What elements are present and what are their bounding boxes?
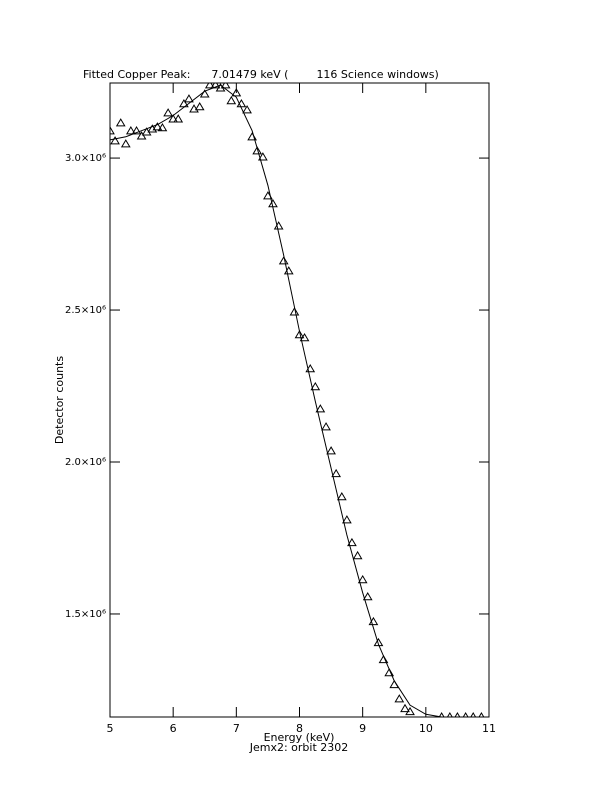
data-point [357,574,368,584]
data-point [462,712,469,717]
data-point [454,712,461,717]
data-point [115,118,126,127]
data-point [199,89,210,98]
data-point [326,446,336,455]
data-point [131,126,142,135]
plot-frame [109,82,490,718]
data-point [194,102,205,111]
data-point [226,95,237,105]
data-point [120,139,131,148]
data-point [342,515,352,524]
chart-title: Fitted Copper Peak: 7.01479 keV ( 116 Sc… [83,68,439,81]
data-point [168,114,179,123]
data-point [278,256,289,265]
data-point [184,94,194,103]
data-point [400,703,410,713]
data-point [242,105,252,114]
data-point [252,146,263,155]
data-point [210,83,221,89]
data-point [446,712,453,717]
data-point [315,404,326,413]
data-point [152,122,163,131]
data-point [173,114,184,123]
data-point [110,136,120,145]
data-point [378,654,389,664]
data-point [331,468,342,478]
x-tick-label: 8 [296,722,303,735]
data-point [204,83,215,89]
data-point [321,422,331,431]
y-tick-label: 3.0×10⁶ [65,153,106,164]
data-point [231,88,242,97]
data-point [362,591,373,601]
data-point [273,221,284,230]
data-point [336,491,347,501]
data-point [299,333,310,342]
data-point [179,98,189,108]
fit-line [110,84,442,717]
data-point [220,83,231,89]
data-point [157,122,168,132]
subtitle: Jemx2: orbit 2302 [249,741,349,754]
data-point [310,381,321,391]
data-point [384,667,395,677]
x-tick-label: 9 [359,722,366,735]
data-point [136,131,147,140]
x-tick-label: 11 [482,722,496,735]
x-tick-label: 10 [419,722,433,735]
data-point [478,712,485,717]
x-axis-label: Energy (keV) [264,731,335,744]
data-point [110,126,115,135]
data-point [405,706,415,716]
x-tick-label: 5 [107,722,114,735]
data-point [394,694,405,703]
plot-area [110,83,485,717]
x-tick-label: 6 [170,722,177,735]
data-point [352,550,363,560]
y-axis-label: Detector counts [53,356,66,444]
data-point [125,126,136,135]
data-point [347,537,357,547]
data-point [389,679,400,689]
y-tick-label: 1.5×10⁶ [65,609,106,620]
data-point [257,152,268,161]
y-tick-label: 2.5×10⁶ [65,305,106,316]
x-tick-label: 7 [233,722,240,735]
data-point [373,637,384,647]
data-point [163,108,173,117]
data-point [470,712,477,717]
data-point [289,307,300,316]
y-tick-label: 2.0×10⁶ [65,457,106,468]
data-point [294,329,305,339]
